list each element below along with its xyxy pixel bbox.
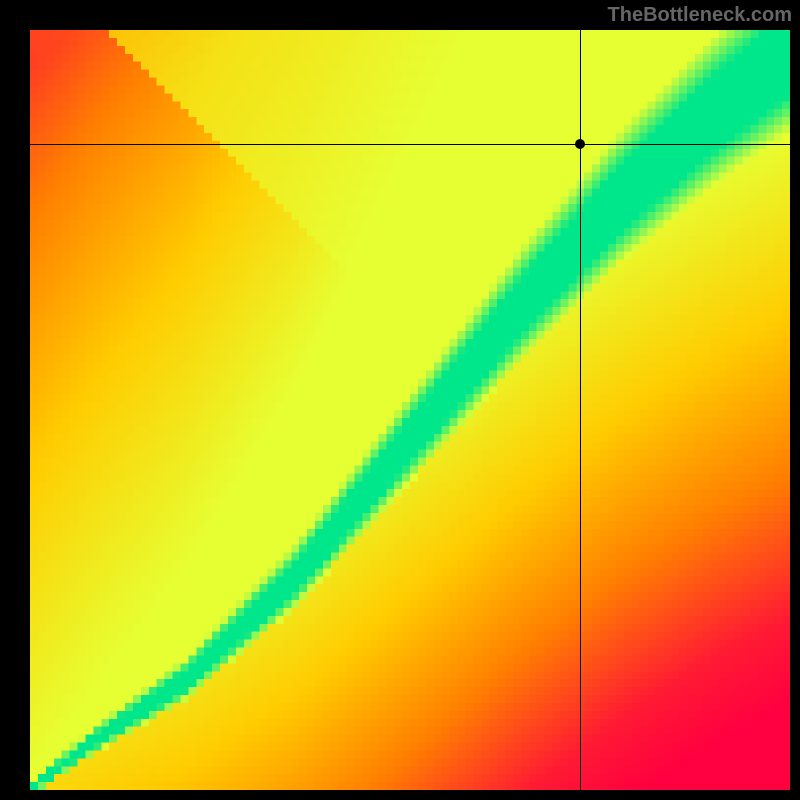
heatmap-plot	[30, 30, 790, 790]
watermark-text: TheBottleneck.com	[608, 4, 792, 27]
crosshair-horizontal	[30, 144, 790, 145]
crosshair-marker	[575, 139, 585, 149]
